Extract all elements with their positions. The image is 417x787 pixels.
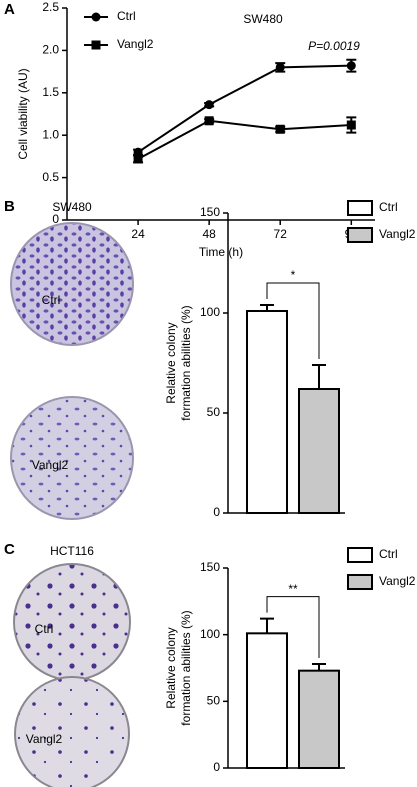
image-label: Vangl2 [32, 458, 69, 472]
y-tick-label: 1.0 [42, 127, 59, 141]
y-tick-label: 0 [213, 505, 220, 519]
y-tick-label: 100 [200, 305, 220, 319]
bar [246, 632, 288, 769]
legend-label: Ctrl [117, 9, 136, 23]
y-tick-label: 2.0 [42, 43, 59, 57]
data-point [275, 124, 285, 134]
significance-bracket [266, 282, 320, 359]
y-axis-label: Relative colony [164, 627, 178, 708]
data-point [346, 120, 356, 130]
bar [298, 388, 340, 514]
annotation: ** [288, 582, 298, 596]
legend-label: Ctrl [379, 200, 398, 214]
dish-photo [14, 676, 130, 787]
annotation: * [291, 268, 296, 282]
bar [246, 310, 288, 514]
image-label: Vangl2 [26, 732, 63, 746]
dish-photo [10, 222, 134, 346]
panel-letter: C [4, 541, 15, 558]
data-point [133, 154, 143, 164]
image-title: HCT116 [50, 544, 94, 558]
x-tick-label: 48 [202, 227, 216, 241]
series-line [137, 119, 352, 160]
legend-label: Ctrl [379, 547, 398, 561]
panel-letter: A [4, 1, 15, 18]
series-line [137, 64, 352, 153]
y-axis-label: Relative colony [164, 322, 178, 403]
annotation: P=0.0019 [308, 39, 360, 53]
y-tick-label: 50 [207, 694, 221, 708]
x-axis-label: Time (h) [199, 245, 243, 259]
y-tick-label: 1.5 [42, 85, 59, 99]
y-tick-label: 0.5 [42, 170, 59, 184]
y-tick-label: 0 [213, 760, 220, 774]
data-point [275, 62, 285, 72]
image-title: SW480 [52, 200, 92, 214]
y-tick-label: 50 [207, 405, 221, 419]
y-tick-label: 0 [52, 212, 59, 226]
image-label: Ctrl [42, 293, 61, 307]
data-point [204, 116, 214, 126]
data-point [346, 61, 356, 71]
legend-label: Vangl2 [117, 37, 154, 51]
y-tick-label: 100 [200, 627, 220, 641]
y-axis-label: Cell viability (AU) [16, 68, 30, 159]
chart-title: SW480 [243, 12, 283, 26]
legend-label: Vangl2 [379, 574, 416, 588]
y-tick-label: 2.5 [42, 0, 59, 14]
y-tick-label: 150 [200, 560, 220, 574]
dish-photo [13, 563, 131, 681]
legend-marker [91, 12, 101, 22]
significance-bracket [266, 596, 320, 658]
image-label: Ctrl [35, 622, 54, 636]
panel-letter: B [4, 198, 15, 215]
legend-swatch [347, 574, 373, 590]
data-point [133, 147, 143, 157]
x-tick-label: 72 [274, 227, 288, 241]
legend-marker [91, 40, 101, 50]
dish-photo [10, 396, 134, 520]
data-point [204, 100, 214, 110]
bar [298, 669, 340, 770]
legend-swatch [347, 200, 373, 216]
legend-swatch [347, 227, 373, 243]
x-tick-label: 24 [131, 227, 145, 241]
y-axis-label: formation abilities (%) [179, 305, 193, 420]
error-bar [312, 663, 326, 671]
y-tick-label: 150 [200, 205, 220, 219]
error-bar [260, 617, 274, 634]
legend-swatch [347, 547, 373, 563]
error-bar [312, 364, 326, 389]
y-axis-label: formation abilities (%) [179, 610, 193, 725]
legend-label: Vangl2 [379, 227, 416, 241]
